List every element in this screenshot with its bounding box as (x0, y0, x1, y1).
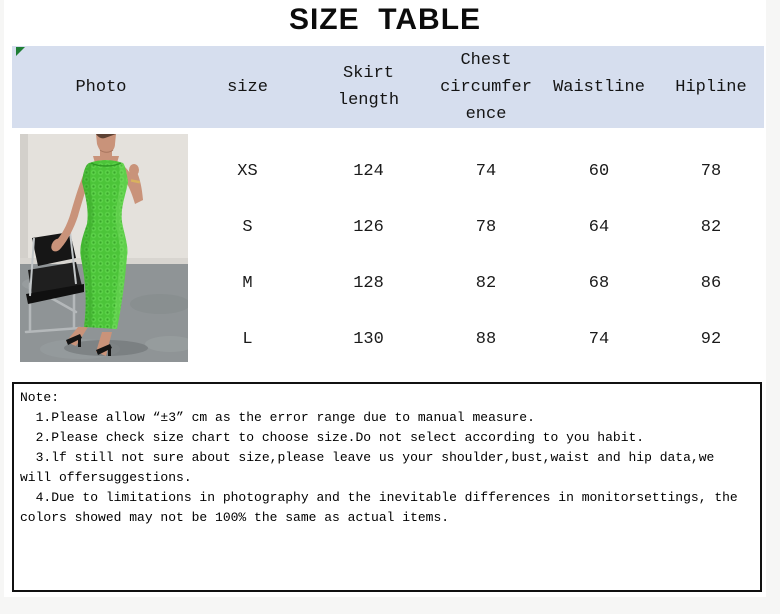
cell-chest-circumference: 82 (475, 273, 497, 293)
note-label: Note: (20, 390, 60, 405)
corner-marker-icon (16, 47, 25, 56)
column-header-photo: Photo (12, 46, 190, 128)
note-box: Note: 1.Please allow “±3” cm as the erro… (12, 382, 762, 592)
cell-size: XS (237, 161, 258, 181)
cell-hipline: 86 (700, 273, 722, 293)
column-header-chest-circumference-label: Chest circumference (440, 50, 532, 124)
dress-photo-illustration (20, 134, 188, 362)
column-header-size-label: size (227, 77, 268, 97)
table-row-xs: XS 124 74 60 78 (190, 143, 764, 199)
cell-waistline: 68 (588, 273, 610, 293)
column-header-photo-label: Photo (75, 77, 127, 97)
cell-chest-circumference: 74 (475, 161, 497, 181)
note-line-2: 2.Please check size chart to choose size… (20, 430, 645, 445)
column-header-skirt-length-label: Skirt length (337, 64, 400, 110)
cell-size: M (242, 273, 253, 293)
cell-waistline: 64 (588, 217, 610, 237)
column-header-skirt-length: Skirt length (305, 46, 432, 128)
cell-hipline: 82 (700, 217, 722, 237)
cell-skirt-length: 126 (353, 217, 384, 237)
cell-hipline: 92 (700, 329, 722, 349)
note-line-1: 1.Please allow “±3” cm as the error rang… (20, 410, 535, 425)
cell-chest-circumference: 88 (475, 329, 497, 349)
cell-skirt-length: 124 (353, 161, 384, 181)
column-header-waistline: Waistline (540, 46, 658, 128)
cell-size: S (242, 217, 253, 237)
column-header-waistline-label: Waistline (553, 77, 645, 97)
note-line-4b: colors showed may not be 100% the same a… (20, 510, 450, 525)
note-line-3: 3.lf still not sure about size,please le… (20, 450, 715, 465)
product-photo (20, 134, 188, 362)
note-line-4: 4.Due to limitations in photography and … (20, 490, 738, 505)
cell-waistline: 74 (588, 329, 610, 349)
column-header-hipline: Hipline (658, 46, 764, 128)
table-header-row: Photo size Skirt length Chest circumfere… (12, 46, 764, 128)
table-row-l: L 130 88 74 92 (190, 311, 764, 367)
column-header-hipline-label: Hipline (675, 77, 747, 97)
note-line-3b: will offersuggestions. (20, 470, 192, 485)
column-header-chest-circumference: Chest circumference (432, 46, 540, 128)
cell-chest-circumference: 78 (475, 217, 497, 237)
cell-size: L (242, 329, 253, 349)
cell-waistline: 60 (588, 161, 610, 181)
table-row-m: M 128 82 68 86 (190, 255, 764, 311)
content-card: SIZE TABLE Photo size Skirt length Chest… (4, 0, 766, 597)
cell-skirt-length: 130 (353, 329, 384, 349)
cell-hipline: 78 (700, 161, 722, 181)
table-body: XS 124 74 60 78 S 126 78 64 82 M 128 82 … (190, 143, 764, 367)
page-title: SIZE TABLE (288, 3, 482, 36)
cell-skirt-length: 128 (353, 273, 384, 293)
table-row-s: S 126 78 64 82 (190, 199, 764, 255)
column-header-size: size (190, 46, 305, 128)
